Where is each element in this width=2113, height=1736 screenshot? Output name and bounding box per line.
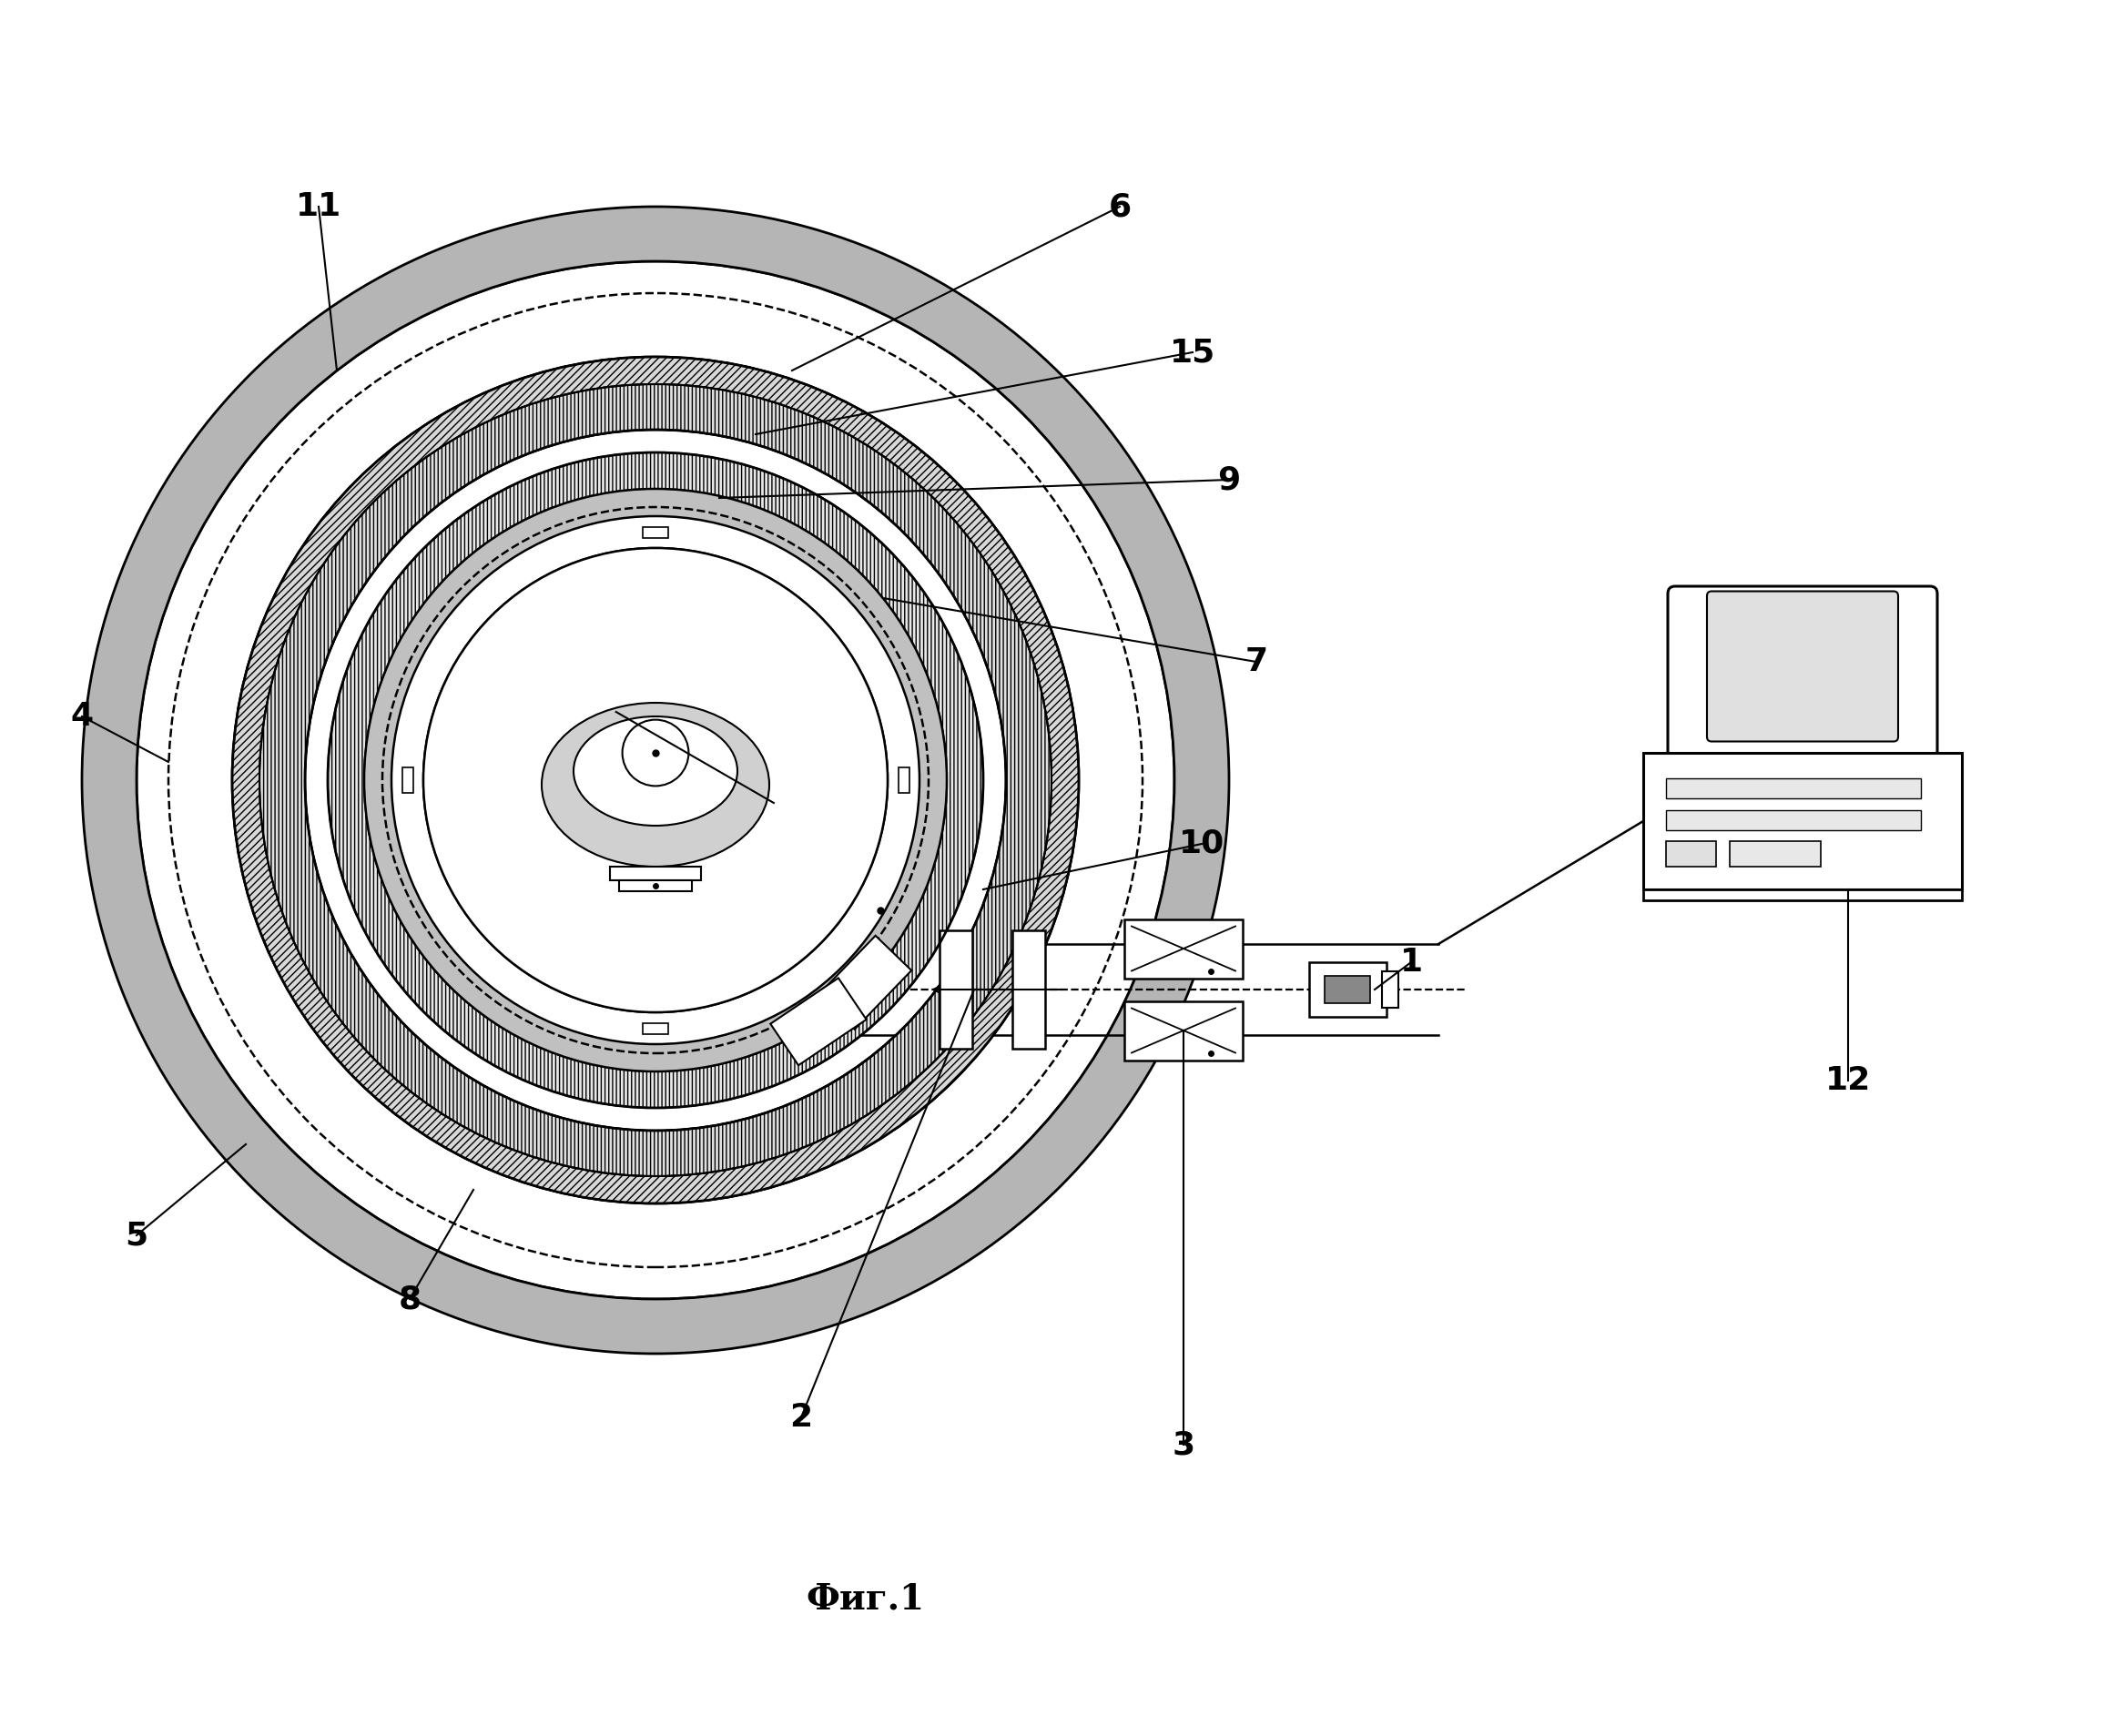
Polygon shape — [642, 526, 668, 538]
FancyBboxPatch shape — [1644, 753, 1961, 889]
Wedge shape — [232, 358, 1080, 1203]
Wedge shape — [232, 358, 1080, 1203]
FancyBboxPatch shape — [1667, 587, 1938, 811]
Text: 9: 9 — [1217, 464, 1240, 495]
Text: 8: 8 — [397, 1283, 420, 1314]
Wedge shape — [260, 384, 1052, 1177]
Text: Фиг.1: Фиг.1 — [805, 1581, 923, 1616]
FancyBboxPatch shape — [1707, 592, 1897, 741]
FancyBboxPatch shape — [1382, 972, 1399, 1007]
Text: 6: 6 — [1109, 191, 1130, 222]
FancyBboxPatch shape — [1012, 930, 1046, 1049]
Polygon shape — [642, 1023, 668, 1033]
Circle shape — [363, 490, 947, 1071]
Text: 5: 5 — [125, 1220, 148, 1252]
Wedge shape — [82, 207, 1230, 1354]
FancyBboxPatch shape — [1308, 962, 1386, 1017]
FancyBboxPatch shape — [1731, 842, 1821, 866]
FancyBboxPatch shape — [1124, 918, 1242, 977]
Text: 12: 12 — [1826, 1066, 1870, 1095]
Text: 4: 4 — [70, 701, 93, 733]
Circle shape — [82, 207, 1230, 1354]
Ellipse shape — [573, 717, 737, 826]
Polygon shape — [401, 767, 412, 793]
Circle shape — [137, 260, 1175, 1299]
Polygon shape — [898, 767, 909, 793]
Circle shape — [423, 549, 887, 1012]
FancyBboxPatch shape — [1665, 811, 1921, 830]
Text: 10: 10 — [1179, 828, 1226, 859]
Polygon shape — [771, 977, 866, 1066]
Text: 7: 7 — [1245, 646, 1268, 677]
Circle shape — [623, 720, 689, 786]
Text: 1: 1 — [1399, 946, 1422, 977]
FancyBboxPatch shape — [1665, 842, 1716, 866]
Ellipse shape — [541, 703, 769, 866]
FancyBboxPatch shape — [1325, 976, 1369, 1003]
FancyBboxPatch shape — [940, 930, 972, 1049]
Text: 15: 15 — [1171, 337, 1215, 368]
Text: 11: 11 — [296, 191, 342, 222]
FancyBboxPatch shape — [1665, 778, 1921, 799]
FancyBboxPatch shape — [1644, 889, 1961, 901]
Wedge shape — [328, 453, 983, 1108]
Text: 2: 2 — [790, 1403, 814, 1432]
Text: 3: 3 — [1173, 1429, 1196, 1460]
FancyBboxPatch shape — [1124, 1002, 1242, 1061]
Wedge shape — [391, 516, 919, 1043]
Polygon shape — [818, 936, 911, 1029]
FancyBboxPatch shape — [619, 880, 691, 891]
FancyBboxPatch shape — [611, 866, 702, 880]
